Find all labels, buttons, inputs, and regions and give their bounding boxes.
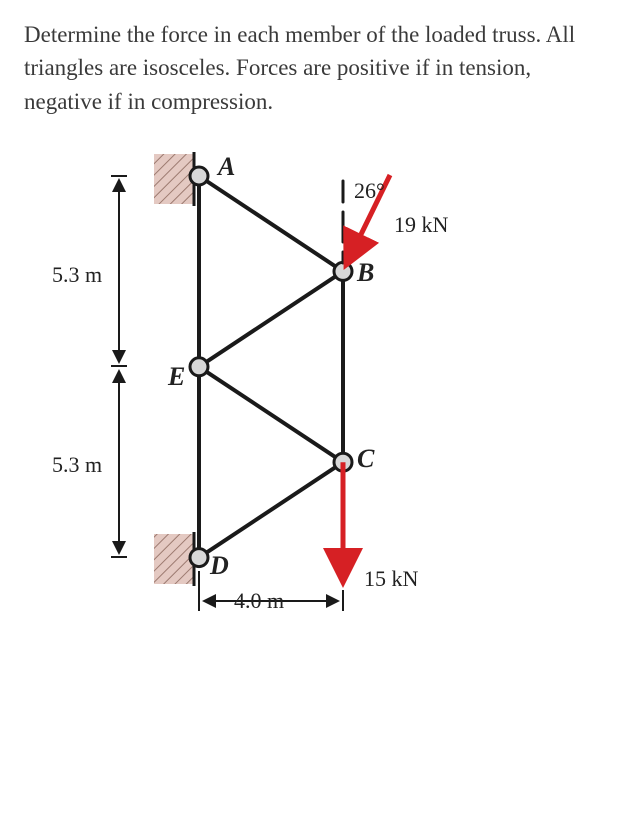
truss-members (199, 176, 343, 558)
label-D: D (210, 551, 229, 581)
label-B: B (357, 258, 374, 288)
problem-statement: Determine the force in each member of th… (24, 18, 600, 118)
label-C: C (357, 444, 374, 474)
dim-ED (111, 373, 127, 557)
dim-ED-label: 5.3 m (52, 452, 102, 478)
dim-base-label: 4.0 m (234, 588, 284, 614)
dim-AE-label: 5.3 m (52, 262, 102, 288)
force-B-label: 19 kN (394, 212, 448, 238)
support-D (154, 532, 194, 586)
angle-B-label: 26° (354, 178, 385, 204)
force-C-label: 15 kN (364, 566, 418, 592)
label-A: A (218, 152, 235, 182)
label-E: E (168, 362, 185, 392)
joint-pins (190, 167, 352, 567)
truss-figure: A B C D E 5.3 m 5.3 m 4.0 m 26° 19 kN 15… (24, 146, 544, 696)
support-A (154, 152, 194, 206)
dim-AE (111, 176, 127, 366)
